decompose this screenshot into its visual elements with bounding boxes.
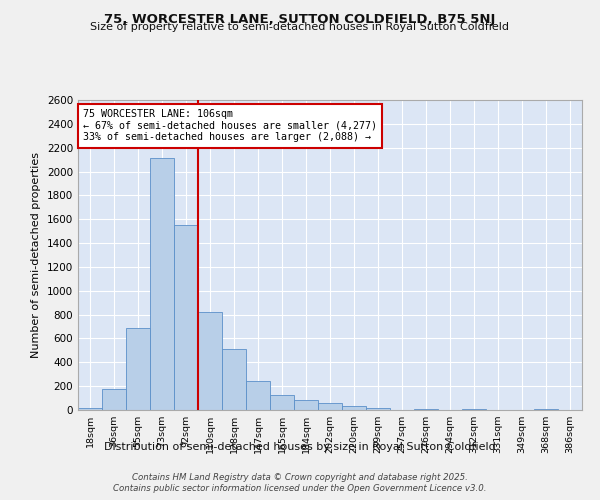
Bar: [174, 224, 198, 410]
Text: Distribution of semi-detached houses by size in Royal Sutton Coldfield: Distribution of semi-detached houses by …: [104, 442, 496, 452]
Bar: [198, 312, 222, 410]
Bar: [342, 406, 366, 410]
Bar: [270, 395, 294, 410]
Text: Contains public sector information licensed under the Open Government Licence v3: Contains public sector information licen…: [113, 484, 487, 493]
Bar: [366, 408, 390, 410]
Bar: [126, 328, 150, 410]
Y-axis label: Number of semi-detached properties: Number of semi-detached properties: [31, 152, 41, 358]
Bar: [222, 349, 246, 410]
Bar: [102, 389, 126, 410]
Bar: [318, 403, 342, 410]
Text: 75 WORCESTER LANE: 106sqm
← 67% of semi-detached houses are smaller (4,277)
33% : 75 WORCESTER LANE: 106sqm ← 67% of semi-…: [83, 110, 377, 142]
Bar: [246, 381, 270, 410]
Bar: [78, 408, 102, 410]
Bar: [534, 409, 558, 410]
Bar: [294, 400, 318, 410]
Text: Contains HM Land Registry data © Crown copyright and database right 2025.: Contains HM Land Registry data © Crown c…: [132, 472, 468, 482]
Text: Size of property relative to semi-detached houses in Royal Sutton Coldfield: Size of property relative to semi-detach…: [91, 22, 509, 32]
Text: 75, WORCESTER LANE, SUTTON COLDFIELD, B75 5NJ: 75, WORCESTER LANE, SUTTON COLDFIELD, B7…: [104, 12, 496, 26]
Bar: [150, 158, 174, 410]
